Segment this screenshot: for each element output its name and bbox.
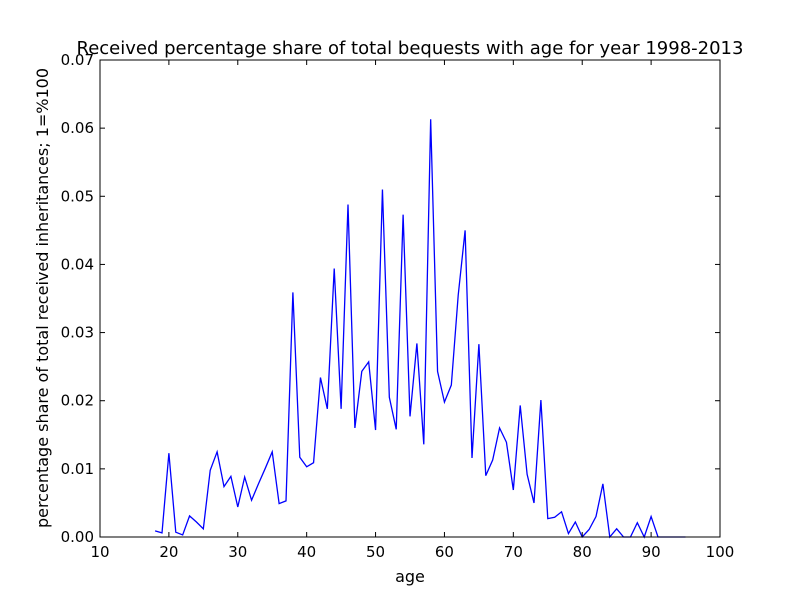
y-tick-label: 0.03 [61, 324, 94, 342]
x-tick-label: 100 [706, 543, 735, 561]
x-tick-label: 10 [90, 543, 109, 561]
x-tick-label: 30 [228, 543, 247, 561]
x-tick-label: 40 [297, 543, 316, 561]
x-axis: 10 20 30 40 50 60 70 80 90 100 [90, 60, 734, 561]
x-axis-label: age [395, 567, 425, 586]
chart-title: Received percentage share of total beque… [77, 38, 744, 59]
y-tick-label: 0.07 [61, 51, 94, 69]
y-tick-label: 0.06 [61, 119, 94, 137]
y-tick-label: 0.01 [61, 460, 94, 478]
plot-area [99, 59, 721, 539]
series-line [154, 119, 686, 539]
y-tick-label: 0.02 [61, 392, 94, 410]
x-tick-label: 80 [573, 543, 592, 561]
y-tick-label: 0.05 [61, 187, 94, 205]
x-tick-label: 20 [159, 543, 178, 561]
y-tick-label: 0.00 [61, 528, 94, 546]
x-tick-label: 90 [642, 543, 661, 561]
plot-frame [99, 59, 721, 538]
x-tick-label: 70 [504, 543, 523, 561]
x-tick-label: 50 [366, 543, 385, 561]
x-tick-label: 60 [435, 543, 454, 561]
y-axis: 0.00 0.01 0.02 0.03 0.04 0.05 0.06 0.07 [61, 51, 720, 546]
y-axis-label: percentage share of total received inher… [33, 68, 52, 528]
y-tick-label: 0.04 [61, 255, 94, 273]
